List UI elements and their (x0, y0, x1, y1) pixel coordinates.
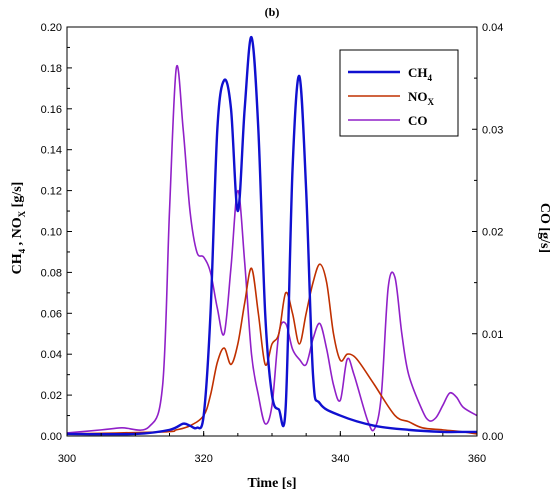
y-right-tick-label: 0.01 (482, 329, 503, 341)
x-tick-label: 320 (194, 453, 212, 465)
y-left-title-unit: [g/s] (10, 182, 25, 211)
y-left-tick-label: 0.14 (41, 145, 62, 157)
axes-layer: 300 320 340 360 0.00 0.02 0.04 0.06 0.08 0.10 0.12… (41, 22, 504, 465)
x-tick-label: 300 (58, 453, 76, 465)
legend-label-nox: NOX (408, 89, 435, 107)
y-left-tick-label: 0.18 (41, 63, 62, 75)
y-right-tick-label: 0.04 (482, 22, 503, 34)
x-tick-label: 360 (468, 453, 486, 465)
y-left-tick-label: 0.00 (41, 431, 62, 443)
y-left-axis-title: CH4 , NOX [g/s] (10, 182, 27, 275)
y-right-tick-label: 0.03 (482, 124, 503, 136)
legend-box (339, 49, 459, 137)
x-tick-label: 340 (331, 453, 349, 465)
legend: CH4 NOX CO (339, 49, 459, 137)
y-right-axis-title: CO [g/s] (537, 203, 550, 253)
series-line-co (66, 64, 478, 434)
panel-label: (b) (265, 5, 280, 19)
y-left-tick-label: 0.16 (41, 104, 62, 116)
y-right-tick-label: 0.02 (482, 227, 503, 239)
y-left-title-ch: CH (10, 253, 25, 274)
y-left-title-no: , NO (10, 217, 25, 249)
y-left-title-sub4: 4 (17, 248, 27, 253)
y-left-tick-label: 0.08 (41, 267, 62, 279)
y-left-tick-label: 0.04 (41, 349, 62, 361)
series-line-ch4 (66, 36, 477, 436)
y-left-tick-label: 0.02 (41, 390, 62, 402)
y-left-tick-label: 0.20 (41, 22, 62, 34)
legend-label-co: CO (408, 113, 428, 128)
y-left-title-subx: X (17, 210, 27, 217)
y-left-tick-label: 0.06 (41, 308, 62, 320)
series-line-nox (66, 263, 478, 435)
series-layer (66, 36, 478, 436)
y-left-tick-label: 0.10 (41, 227, 62, 239)
y-left-tick-label: 0.12 (41, 186, 62, 198)
x-axis-title: Time [s] (247, 476, 296, 491)
y-right-tick-label: 0.00 (482, 431, 503, 443)
legend-label-ch4: CH4 (408, 65, 433, 83)
